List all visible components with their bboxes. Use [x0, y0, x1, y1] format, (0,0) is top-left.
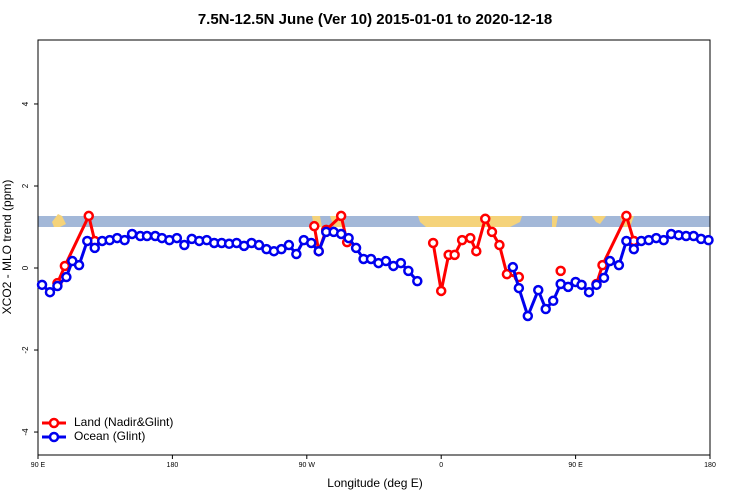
legend-label: Ocean (Glint) [74, 429, 145, 443]
ocean-strip [38, 216, 710, 227]
x-tick-label: 180 [704, 462, 716, 469]
data-point [83, 210, 95, 222]
data-point [591, 279, 602, 291]
x-tick-label: 0 [439, 462, 443, 469]
data-point [427, 237, 439, 249]
data-point [465, 232, 476, 244]
data-point [540, 303, 551, 315]
data-point [335, 210, 347, 222]
data-point [604, 255, 616, 267]
data-point [171, 232, 183, 244]
series-line [56, 211, 636, 292]
map-strip [38, 214, 710, 227]
data-point [513, 282, 525, 294]
x-tick-label: 180 [167, 462, 179, 469]
x-tick-label: 90 E [31, 462, 46, 469]
data-point [562, 281, 574, 293]
y-tick-label: -2 [21, 346, 30, 354]
data-point [583, 286, 595, 298]
data-point [597, 259, 608, 271]
y-tick-label: 2 [21, 183, 30, 188]
data-point [480, 213, 491, 225]
plot-frame [37, 39, 711, 456]
data-point [253, 239, 265, 251]
data-point [126, 228, 138, 240]
data-point [179, 239, 190, 251]
data-point [621, 235, 632, 247]
data-point [703, 234, 714, 246]
data-point [276, 243, 287, 255]
data-point [73, 259, 85, 271]
data-point [628, 243, 640, 255]
land-patch [418, 216, 522, 227]
data-point [621, 210, 632, 222]
data-point [309, 220, 320, 232]
data-point [658, 234, 669, 246]
data-point [306, 237, 317, 249]
data-point [395, 257, 407, 269]
data-point [52, 280, 63, 292]
data-point [59, 260, 71, 272]
data-point [343, 232, 354, 244]
data-point [435, 285, 447, 297]
legend-label: Land (Nadir&Glint) [74, 415, 173, 429]
data-point [119, 234, 130, 246]
data-point [36, 279, 48, 291]
data-point [350, 242, 362, 254]
data-point [507, 261, 519, 273]
data-point [501, 268, 513, 280]
data-point [456, 234, 468, 246]
data-point [522, 310, 534, 322]
data-point [82, 235, 93, 247]
data-point [449, 249, 460, 261]
legend-marker [48, 431, 60, 443]
chart-title: 7.5N-12.5N June (Ver 10) 2015-01-01 to 2… [198, 11, 552, 28]
x-axis-label: Longitude (deg E) [327, 476, 422, 490]
y-tick-label: 0 [21, 265, 30, 270]
data-point [494, 239, 505, 251]
data-point [555, 265, 566, 277]
y-axis-label: XCO2 - MLO trend (ppm) [0, 180, 14, 315]
data-point [313, 245, 324, 257]
data-point [576, 279, 587, 291]
data-point [335, 228, 347, 240]
y-tick-label: 4 [21, 101, 30, 106]
data-point [365, 253, 377, 265]
x-tick-label: 90 W [299, 462, 316, 469]
legend: Land (Nadir&Glint)Ocean (Glint) [42, 415, 173, 443]
data-point [547, 295, 559, 307]
data-point [89, 242, 100, 254]
data-point [533, 284, 544, 296]
plot-area [36, 210, 714, 322]
data-point [141, 230, 153, 242]
data-point [486, 226, 498, 238]
data-point [598, 272, 610, 284]
data-point [380, 255, 392, 267]
data-point [613, 259, 625, 271]
data-point [44, 286, 56, 298]
data-point [291, 248, 302, 260]
data-point [412, 275, 423, 287]
series-line [41, 230, 709, 321]
y-tick-label: -4 [21, 428, 30, 436]
land-patch [52, 214, 66, 227]
x-tick-label: 90 E [568, 462, 583, 469]
legend-marker [48, 417, 60, 429]
data-point [403, 265, 414, 277]
data-point [61, 271, 72, 283]
data-point [283, 239, 295, 251]
data-point [471, 245, 482, 257]
